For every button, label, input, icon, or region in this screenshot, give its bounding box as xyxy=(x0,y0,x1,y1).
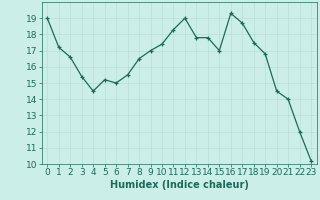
X-axis label: Humidex (Indice chaleur): Humidex (Indice chaleur) xyxy=(110,180,249,190)
